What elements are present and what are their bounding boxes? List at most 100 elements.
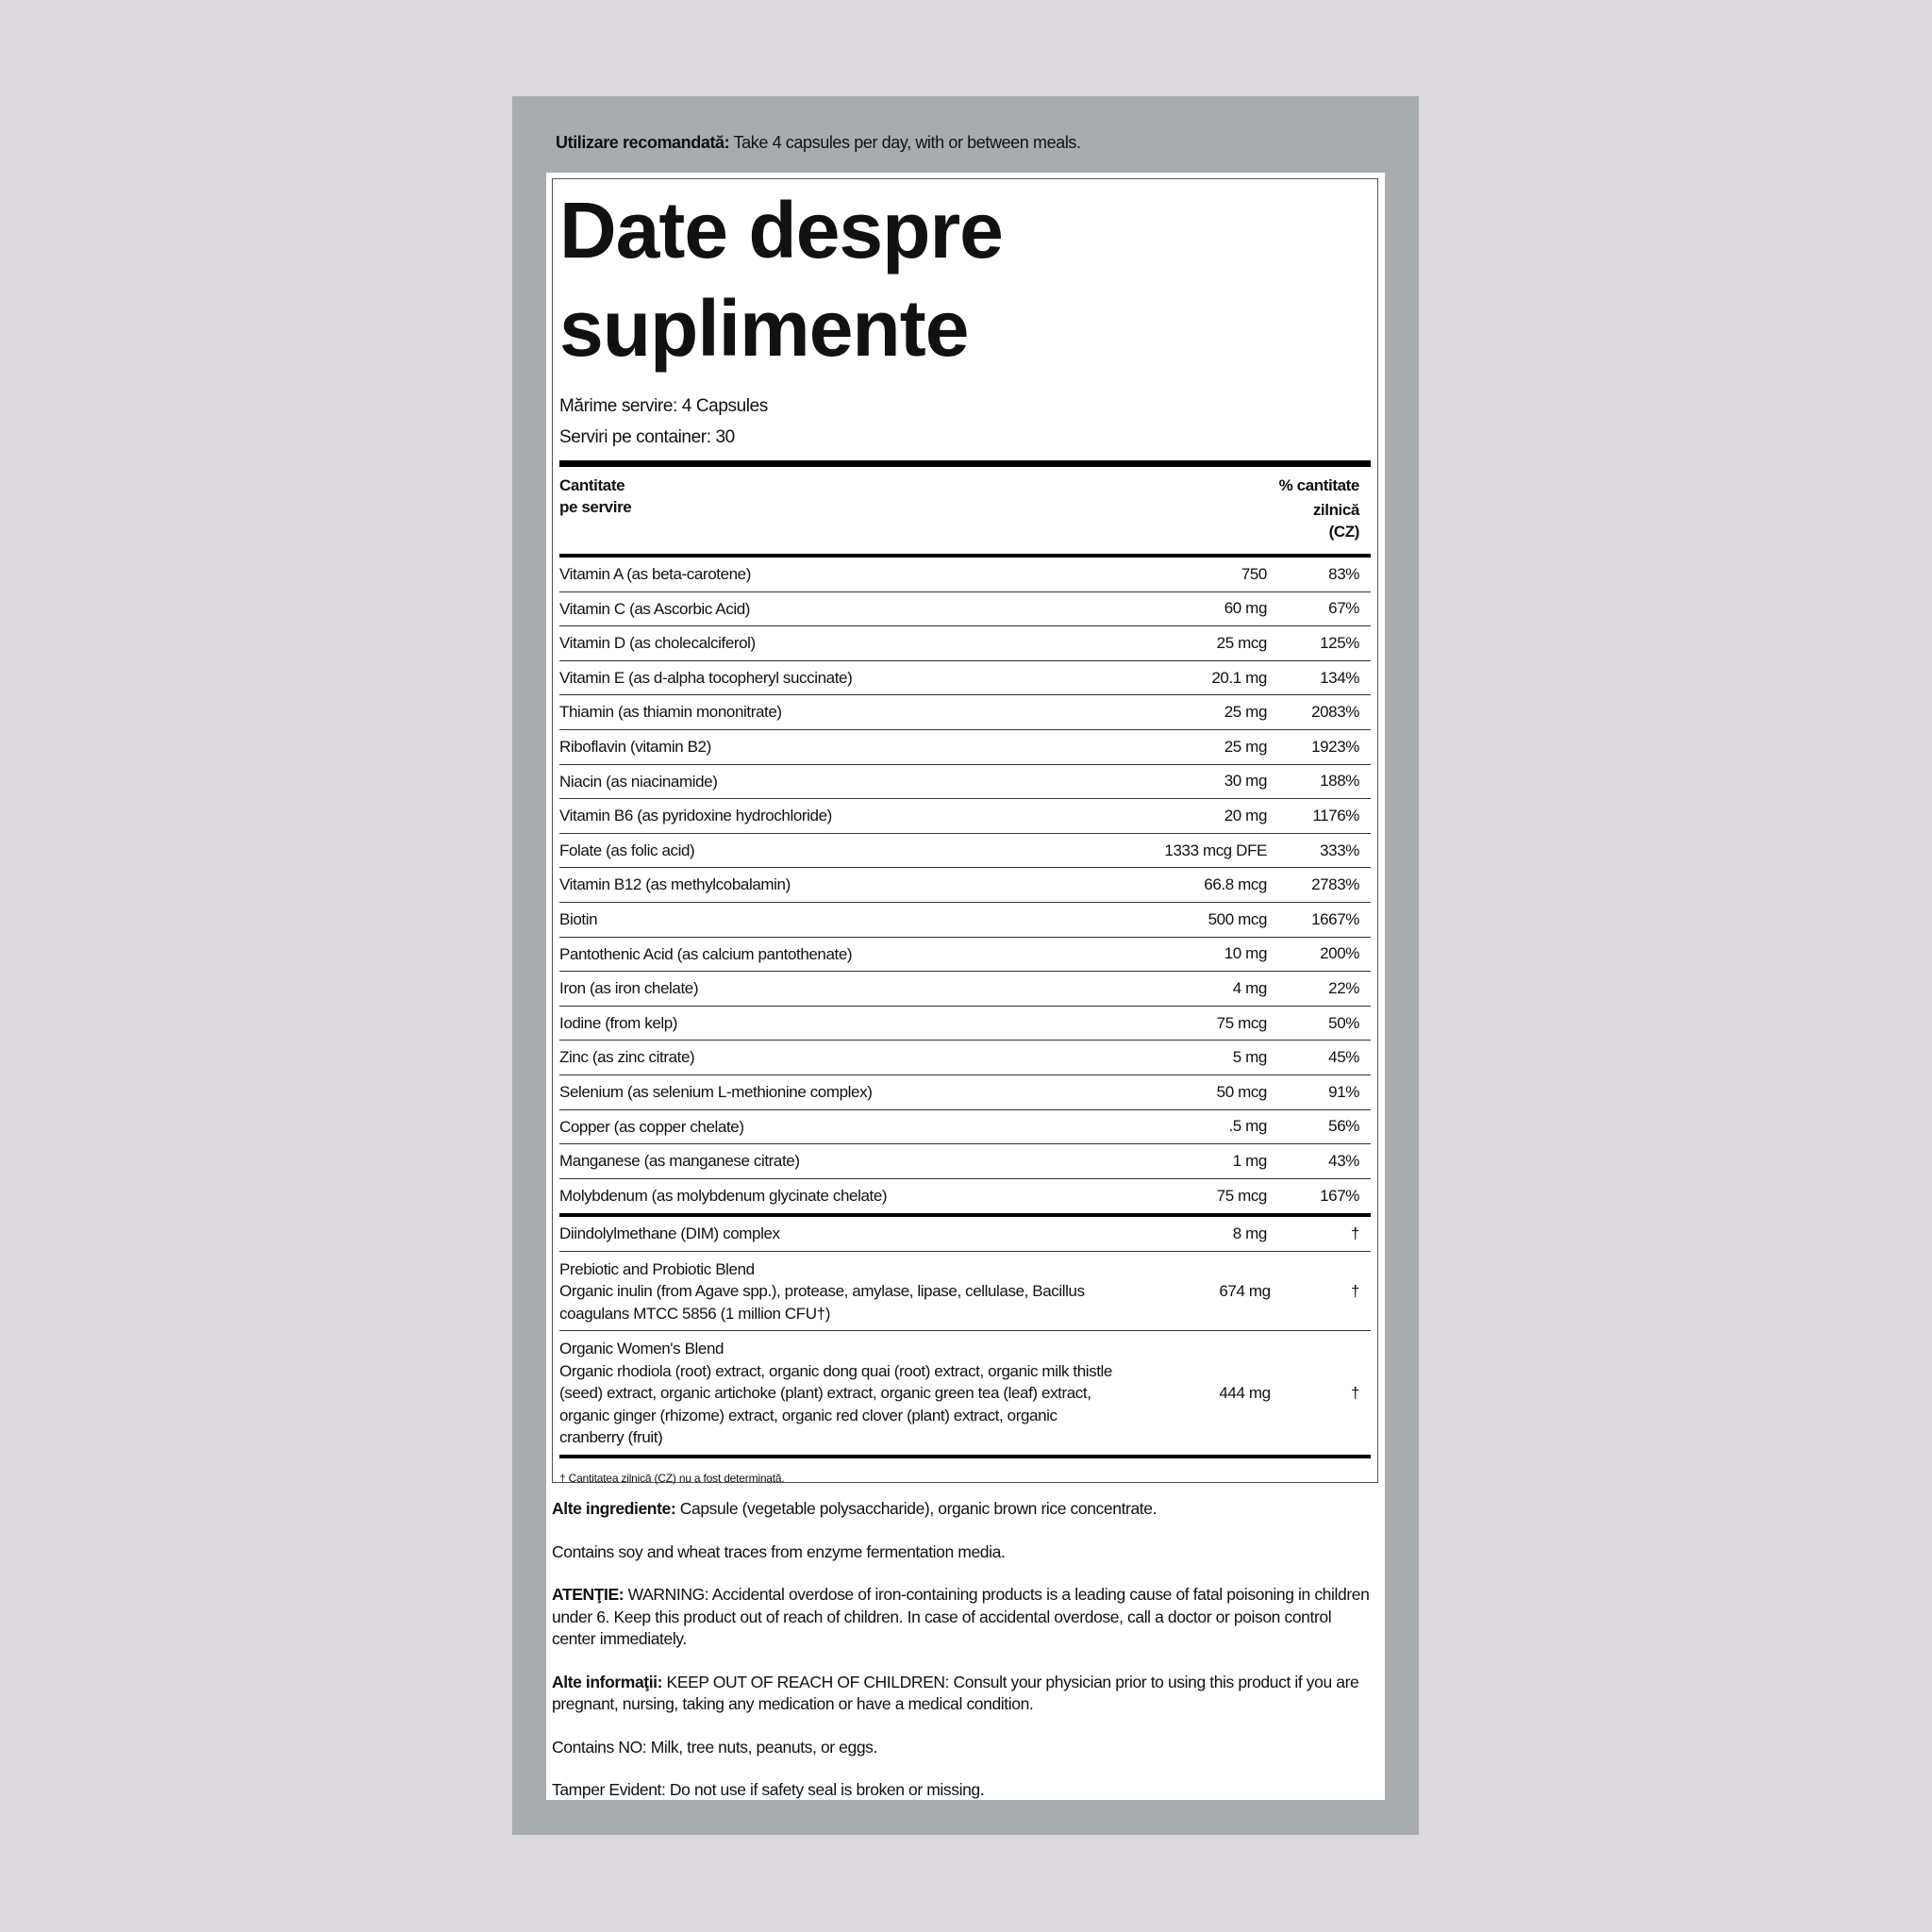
- amount: 1 mg: [1232, 1151, 1268, 1170]
- serving-size: Mărime servire: 4 Capsules: [559, 396, 768, 416]
- daily-value: 200%: [1320, 944, 1359, 963]
- nutrient-row: Zinc (as zinc citrate) 5 mg 45%: [559, 1041, 1371, 1075]
- nutrient-row: Riboflavin (vitamin B2) 25 mg 1923%: [559, 730, 1371, 765]
- amount: 20 mg: [1224, 806, 1268, 824]
- blend-name: Diindolylmethane (DIM) complex: [559, 1224, 780, 1243]
- nutrient-row: Copper (as copper chelate) .5 mg 56%: [559, 1110, 1371, 1145]
- note-text: Contains soy and wheat traces from enzym…: [552, 1541, 1006, 1561]
- amount: 10 mg: [1224, 944, 1268, 963]
- nutrient-name: Pantothenic Acid (as calcium pantothenat…: [559, 944, 853, 963]
- nutrient-name: Riboflavin (vitamin B2): [559, 738, 711, 757]
- amount: 4 mg: [1232, 978, 1268, 997]
- nutrient-row: Vitamin A (as beta-carotene) 750 83%: [559, 558, 1371, 592]
- amount: 750: [1241, 564, 1268, 583]
- divider: [559, 460, 1371, 467]
- amount: 8 mg: [1232, 1224, 1268, 1243]
- daily-value: 134%: [1320, 668, 1359, 687]
- servings: Serviri pe container: 30: [559, 427, 735, 447]
- nutrient-row: Biotin 500 mcg 1667%: [559, 903, 1371, 938]
- nutrient-name: Folate (as folic acid): [559, 841, 695, 859]
- nutrient-name: Niacin (as niacinamide): [559, 772, 718, 791]
- nutrient-name: Vitamin D (as cholecalciferol): [559, 634, 756, 653]
- note-text: Tamper Evident: Do not use if safety sea…: [552, 1780, 985, 1799]
- blend-row: Prebiotic and Probiotic Blend Organic inu…: [559, 1252, 1371, 1332]
- divider: [559, 554, 1371, 558]
- nutrient-name: Vitamin C (as Ascorbic Acid): [559, 599, 751, 618]
- amount: 25 mg: [1224, 737, 1268, 756]
- note-label: ATENŢIE:: [552, 1585, 625, 1604]
- daily-value: 1176%: [1312, 806, 1359, 824]
- nutrient-name: Iodine (from kelp): [559, 1013, 678, 1032]
- amount: 75 mcg: [1216, 1013, 1268, 1032]
- daily-value: 333%: [1320, 841, 1359, 859]
- amount: .5 mg: [1228, 1117, 1267, 1136]
- header-line: zilnică: [1312, 501, 1360, 519]
- amount: 25 mcg: [1216, 633, 1268, 652]
- note: Alte ingrediente: Capsule (vegetable pol…: [552, 1498, 1373, 1521]
- footnote: † Cantitatea zilnică (CZ) nu a fost dete…: [559, 1471, 785, 1485]
- nutrient-name: Biotin: [559, 909, 598, 928]
- nutrient-row: Vitamin D (as cholecalciferol) 25 mcg 125%: [559, 626, 1371, 661]
- nutrient-row: Folate (as folic acid) 1333 mcg DFE 333%: [559, 834, 1371, 869]
- nutrient-row: Manganese (as manganese citrate) 1 mg 43%: [559, 1144, 1371, 1179]
- amount: 60 mg: [1224, 599, 1268, 618]
- divider: [559, 1213, 1371, 1218]
- title-line: suplimente: [559, 284, 969, 373]
- daily-value: †: [1350, 1282, 1359, 1301]
- title-line: Date despre: [559, 186, 1004, 275]
- nutrient-row: Vitamin B12 (as methylcobalamin) 66.8 mcg…: [559, 868, 1371, 903]
- note: Tamper Evident: Do not use if safety sea…: [552, 1779, 1373, 1802]
- amount: 1333 mcg DFE: [1164, 841, 1267, 859]
- note: Alte informaţii: KEEP OUT OF REACH OF CH…: [552, 1672, 1373, 1716]
- note-text: Contains NO: Milk, tree nuts, peanuts, o…: [552, 1737, 877, 1757]
- usage-label: Utilizare recomandată:: [556, 133, 730, 152]
- nutrient-row: Vitamin B6 (as pyridoxine hydrochloride)…: [559, 799, 1371, 834]
- notes: Alte ingrediente: Capsule (vegetable pol…: [552, 1498, 1373, 1823]
- blend-row: Organic Women's Blend Organic rhodiola (r…: [559, 1331, 1371, 1455]
- nutrient-row: Iodine (from kelp) 75 mcg 50%: [559, 1007, 1371, 1041]
- daily-value: 125%: [1320, 633, 1359, 652]
- nutrient-row: Vitamin C (as Ascorbic Acid) 60 mg 67%: [559, 592, 1371, 627]
- daily-value: †: [1350, 1384, 1359, 1403]
- blend-cell: Organic Women's Blend Organic rhodiola (r…: [559, 1338, 1116, 1449]
- note: Contains soy and wheat traces from enzym…: [552, 1541, 1373, 1564]
- nutrient-rows: Vitamin A (as beta-carotene) 750 83% Vitami…: [559, 558, 1371, 1213]
- daily-value: 43%: [1328, 1151, 1359, 1170]
- daily-value: 67%: [1328, 599, 1359, 618]
- daily-value: †: [1350, 1224, 1359, 1243]
- note-text: KEEP OUT OF REACH OF CHILDREN: Consult y…: [552, 1672, 1359, 1714]
- facts-box: Date despre suplimente Mărime servire: 4…: [552, 178, 1378, 1485]
- amount: 50 mcg: [1216, 1082, 1268, 1101]
- daily-value: 91%: [1328, 1082, 1359, 1101]
- daily-value: 50%: [1328, 1013, 1359, 1032]
- blend-name: Organic Women's Blend: [559, 1340, 724, 1358]
- note: Contains NO: Milk, tree nuts, peanuts, o…: [552, 1737, 1373, 1759]
- header-line: Cantitate: [559, 476, 625, 494]
- note-label: Alte ingrediente:: [552, 1499, 676, 1518]
- daily-value: 167%: [1320, 1186, 1359, 1205]
- usage: Utilizare recomandată: Take 4 capsules p…: [556, 133, 1081, 153]
- amount: 25 mg: [1224, 703, 1268, 722]
- nutrient-row: Thiamin (as thiamin mononitrate) 25 mg 208…: [559, 695, 1371, 730]
- daily-value: 1923%: [1311, 737, 1359, 756]
- amount: 30 mg: [1224, 772, 1268, 791]
- daily-value: 2783%: [1311, 875, 1359, 894]
- dv-header: % cantitate zilnică (CZ): [1279, 475, 1371, 554]
- note-label: Alte informaţii:: [552, 1672, 663, 1691]
- blend-description: Organic rhodiola (root) extract, organic…: [559, 1361, 1112, 1447]
- nutrient-row: Selenium (as selenium L-methionine compl…: [559, 1075, 1371, 1110]
- nutrient-name: Thiamin (as thiamin mononitrate): [559, 703, 782, 722]
- nutrient-name: Iron (as iron chelate): [559, 979, 699, 998]
- nutrient-row: Niacin (as niacinamide) 30 mg 188%: [559, 765, 1371, 800]
- table-header: Cantitate pe servire % cantitate zilnică…: [559, 467, 1371, 554]
- amount: 674 mg: [1219, 1282, 1271, 1301]
- blend-name: Prebiotic and Probiotic Blend: [559, 1259, 755, 1278]
- note: ATENŢIE: WARNING: Accidental overdose of…: [552, 1584, 1373, 1651]
- amount: 500 mcg: [1208, 909, 1268, 928]
- daily-value: 45%: [1328, 1048, 1359, 1067]
- daily-value: 56%: [1328, 1117, 1359, 1136]
- nutrient-row: Molybdenum (as molybdenum glycinate chel…: [559, 1179, 1371, 1214]
- note-text: WARNING: Accidental overdose of iron-con…: [552, 1585, 1370, 1648]
- blend-description: Organic inulin (from Agave spp.), protea…: [559, 1282, 1085, 1323]
